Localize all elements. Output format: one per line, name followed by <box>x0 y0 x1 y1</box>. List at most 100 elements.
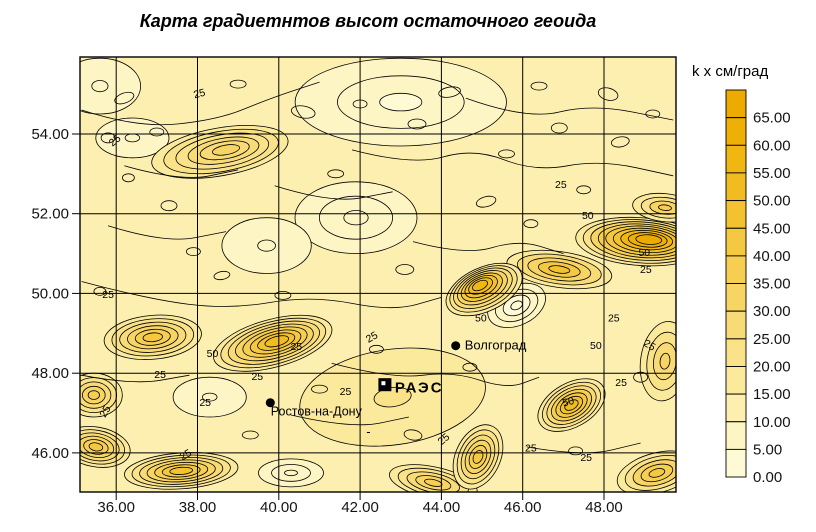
contour-label: 25 <box>641 337 657 353</box>
legend-tick-label: 45.00 <box>753 220 791 237</box>
legend-cell <box>725 310 747 340</box>
speckle-contour <box>645 109 661 119</box>
contour-label: 50 <box>207 348 219 360</box>
legend-tick-label: 10.00 <box>753 414 791 431</box>
city-markers: Волгоград Ростов-на-Дону РАЭС - <box>265 338 527 439</box>
legend-cell <box>725 421 747 450</box>
contour-peak-ring <box>548 265 571 274</box>
x-axis-label: 38.00 <box>179 499 217 516</box>
speckle-contour <box>241 430 259 440</box>
speckle-contour <box>114 91 135 105</box>
plot-title: Карта градиетнтов высот остаточного геои… <box>140 11 597 31</box>
contour-label: 25 <box>640 264 652 276</box>
legend-tick-label: 40.00 <box>753 248 791 265</box>
contour-low-ring <box>343 210 369 226</box>
open-contour <box>107 225 227 240</box>
speckle-contour <box>610 136 630 148</box>
legend-cell <box>725 255 747 284</box>
color-scale: 65.00 60.00 55.00 50.00 45.00 40.00 35.00 30.00… <box>725 89 791 486</box>
contour-label: 50 <box>561 395 576 410</box>
contour-label: 25 <box>154 369 166 381</box>
contour-label: 25 <box>192 87 207 102</box>
contour-label: 25 <box>615 377 627 389</box>
contour-map <box>80 57 676 492</box>
open-contour <box>412 241 564 254</box>
open-contour <box>124 165 239 178</box>
contour-low-ring <box>91 80 109 93</box>
legend-tick-label: 30.00 <box>753 303 791 320</box>
legend-cell <box>725 89 747 119</box>
legend-title: k x см/град <box>692 63 768 80</box>
y-axis-label: 48.00 <box>31 365 69 382</box>
contour-peak-ring <box>472 450 484 464</box>
x-axis-label: 40.00 <box>260 499 298 516</box>
contour-peak-ring <box>87 390 100 400</box>
open-contour <box>81 281 442 309</box>
city-marker-square-center <box>381 381 386 386</box>
contour-low-ring <box>284 469 298 477</box>
legend-cell <box>725 117 747 146</box>
contour-peak-ring <box>424 478 443 487</box>
open-contour <box>274 185 393 200</box>
contour-low-ring <box>257 239 276 252</box>
legend-cell <box>725 227 747 257</box>
contour-label: 25 <box>178 447 194 463</box>
contour-label: 25 <box>251 371 263 383</box>
speckle-contour <box>368 344 384 354</box>
speckle-contour <box>438 86 461 98</box>
legend-tick-label: 55.00 <box>753 165 791 182</box>
contour-label: 50 <box>590 340 602 352</box>
legend-cell <box>725 200 747 229</box>
speckle-contour <box>290 105 316 119</box>
x-axis-label: 44.00 <box>423 499 461 516</box>
speckle-contour <box>475 195 497 208</box>
speckle-contour <box>327 169 345 179</box>
contour-low-ring <box>124 133 141 143</box>
x-axis-label: 46.00 <box>504 499 542 516</box>
open-contour <box>351 149 674 177</box>
open-contour <box>465 97 674 121</box>
legend-cell <box>725 393 747 423</box>
y-axis-label: 54.00 <box>31 126 69 143</box>
contour-low-ring <box>510 300 523 311</box>
contour-low-ring <box>201 392 218 402</box>
y-axis-label: 46.00 <box>31 445 69 462</box>
contour-label: 50 <box>638 247 650 259</box>
contour-peak-ring <box>264 335 290 348</box>
contour-low-ring <box>80 57 141 115</box>
legend-cell <box>725 448 747 478</box>
legend-tick-label: 20.00 <box>753 359 791 376</box>
map-annotation: - <box>366 424 370 439</box>
map-frame <box>79 56 677 493</box>
speckle-contour <box>403 429 423 441</box>
contour-label: 25 <box>199 397 211 409</box>
contour-label: 50 <box>475 313 487 325</box>
open-contour <box>81 81 320 126</box>
contour-peak-ring <box>564 399 579 411</box>
contour-label: 25 <box>608 313 620 325</box>
contour-peak-ring <box>211 144 241 156</box>
contour-label: 25 <box>290 341 302 353</box>
legend-cell <box>725 144 747 174</box>
city-label: Волгоград <box>465 338 527 353</box>
speckle-contour <box>213 270 231 281</box>
city-label: Ростов-на-Дону <box>271 405 363 419</box>
speckle-contour <box>523 219 539 229</box>
contour-label: 50 <box>582 210 594 222</box>
contour-label: 25 <box>364 329 380 345</box>
city-marker-dot <box>451 341 461 351</box>
open-contour <box>290 414 409 426</box>
legend-cell <box>725 338 747 367</box>
open-contour <box>81 374 190 383</box>
contour-label: 25 <box>102 289 114 301</box>
legend-tick-label: 35.00 <box>753 276 791 293</box>
contour-peak-ring <box>169 466 193 475</box>
speckle-contour <box>100 132 116 144</box>
speckle-contour <box>229 79 247 89</box>
legend-cell <box>725 366 747 395</box>
contour-label: 25 <box>340 386 352 398</box>
speckle-contour <box>395 264 415 275</box>
y-axis-label: 50.00 <box>31 285 69 302</box>
city-label: РАЭС <box>395 380 444 397</box>
